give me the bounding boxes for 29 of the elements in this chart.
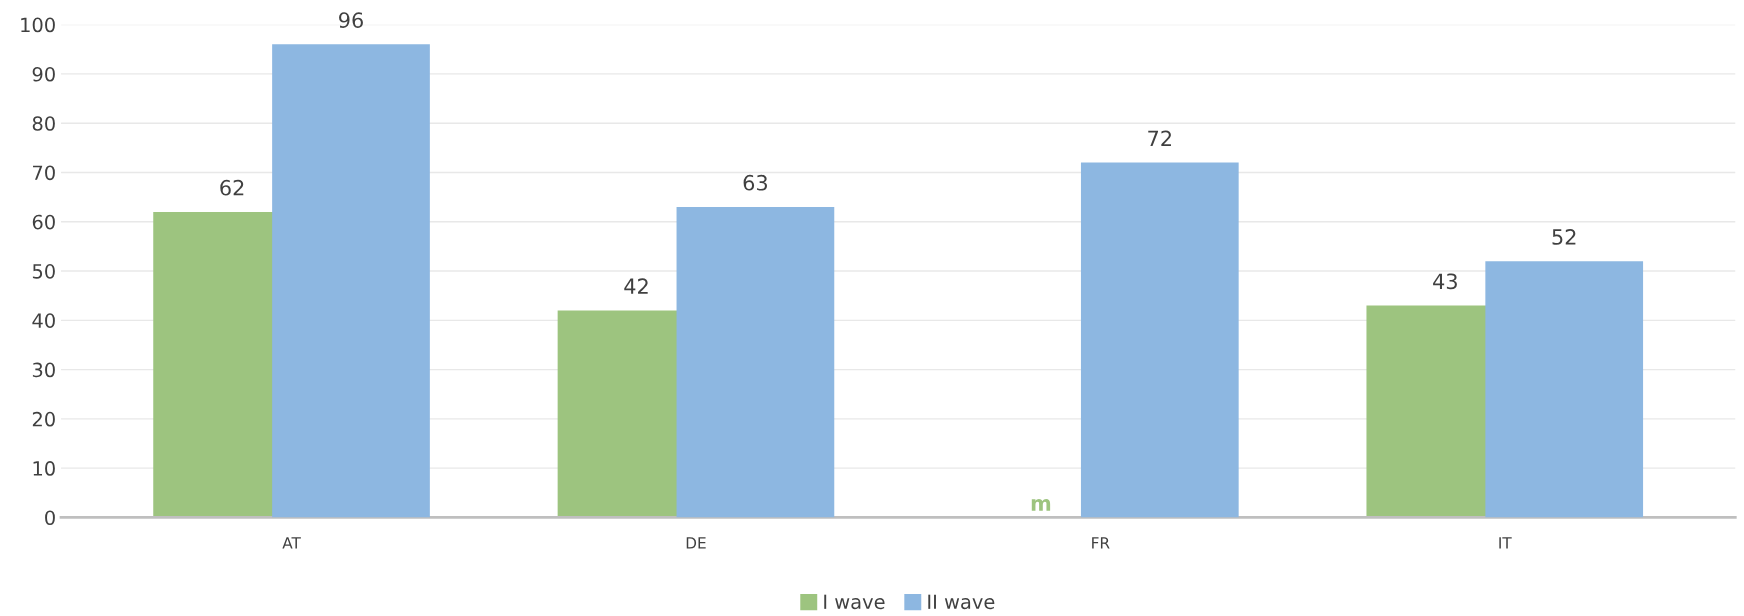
x-tick-label: FR bbox=[1092, 537, 1110, 549]
y-tick-label: 90 bbox=[32, 66, 55, 82]
y-tick-label: 30 bbox=[32, 362, 55, 378]
bar bbox=[272, 44, 430, 518]
x-tick-label: DE bbox=[686, 537, 706, 549]
y-tick-label: 20 bbox=[32, 411, 55, 427]
y-tick-label: 60 bbox=[32, 214, 55, 230]
bar bbox=[1485, 261, 1644, 518]
bar bbox=[1080, 162, 1239, 518]
data-label: 62 bbox=[220, 179, 244, 196]
data-label: 52 bbox=[1552, 229, 1576, 245]
x-tick-label: AT bbox=[282, 537, 301, 549]
legend-label: I wave bbox=[824, 594, 885, 610]
y-tick-label: 50 bbox=[32, 264, 55, 279]
data-label: 96 bbox=[339, 12, 363, 28]
legend-label: II wave bbox=[928, 594, 995, 610]
text: m bbox=[1031, 498, 1051, 511]
y-tick-label: 10 bbox=[33, 461, 55, 476]
data-label: 63 bbox=[743, 174, 767, 191]
x-tick-label: IT bbox=[1499, 537, 1512, 549]
y-tick-label: 80 bbox=[32, 116, 55, 131]
y-tick-label: 100 bbox=[21, 17, 55, 33]
bar bbox=[676, 206, 835, 518]
data-label: 42 bbox=[624, 278, 648, 294]
y-tick-label: 40 bbox=[32, 313, 55, 328]
data-label: 43 bbox=[1433, 273, 1457, 290]
data-label: 72 bbox=[1148, 130, 1171, 146]
y-tick-label: 70 bbox=[33, 165, 55, 181]
y-tick-label: 0 bbox=[45, 510, 55, 526]
